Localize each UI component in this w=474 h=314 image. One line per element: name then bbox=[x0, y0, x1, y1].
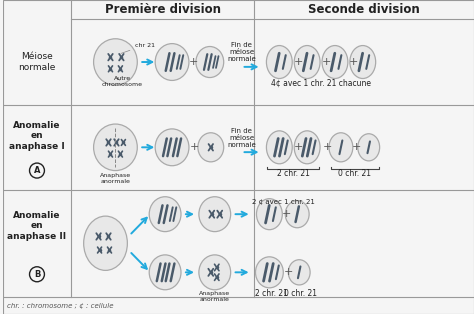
Ellipse shape bbox=[329, 133, 353, 162]
Text: chr 21: chr 21 bbox=[121, 42, 155, 53]
Ellipse shape bbox=[322, 46, 348, 78]
Text: Anomalie
en
anaphase I: Anomalie en anaphase I bbox=[9, 121, 65, 151]
Text: +: + bbox=[349, 57, 358, 67]
Text: B: B bbox=[34, 270, 40, 279]
Text: Première division: Première division bbox=[105, 3, 220, 16]
Ellipse shape bbox=[196, 46, 224, 78]
Text: Seconde division: Seconde division bbox=[309, 3, 420, 16]
Ellipse shape bbox=[256, 199, 283, 230]
Ellipse shape bbox=[294, 131, 320, 164]
Ellipse shape bbox=[93, 124, 137, 171]
Text: Autre
chromosome: Autre chromosome bbox=[101, 76, 143, 87]
Ellipse shape bbox=[199, 255, 231, 290]
Ellipse shape bbox=[199, 197, 231, 232]
Ellipse shape bbox=[155, 129, 189, 166]
Ellipse shape bbox=[149, 197, 181, 232]
Ellipse shape bbox=[255, 257, 283, 288]
Text: 2 chr. 21: 2 chr. 21 bbox=[277, 169, 310, 178]
Ellipse shape bbox=[93, 39, 137, 85]
Text: 4¢ avec 1 chr. 21 chacune: 4¢ avec 1 chr. 21 chacune bbox=[271, 79, 371, 88]
Text: 0 chr. 21: 0 chr. 21 bbox=[283, 289, 317, 298]
Ellipse shape bbox=[358, 134, 380, 161]
Text: +: + bbox=[282, 209, 291, 219]
Ellipse shape bbox=[350, 46, 376, 78]
Text: 0 chr. 21: 0 chr. 21 bbox=[338, 169, 371, 178]
Text: 2 ¢ avec 1 chr. 21: 2 ¢ avec 1 chr. 21 bbox=[252, 198, 315, 205]
Text: Anaphase
anormale: Anaphase anormale bbox=[100, 173, 131, 184]
Text: Anaphase
anormale: Anaphase anormale bbox=[199, 291, 230, 302]
Text: +: + bbox=[293, 142, 303, 152]
Text: +: + bbox=[283, 267, 293, 277]
Ellipse shape bbox=[149, 255, 181, 290]
Ellipse shape bbox=[266, 46, 292, 78]
Text: +: + bbox=[322, 142, 332, 152]
Ellipse shape bbox=[288, 260, 310, 285]
Text: 2 chr. 21: 2 chr. 21 bbox=[255, 289, 288, 298]
Text: Fin de
méiose
normale: Fin de méiose normale bbox=[227, 42, 256, 62]
Text: Fin de
méiose
normale: Fin de méiose normale bbox=[227, 127, 256, 148]
Text: Méiose
normale: Méiose normale bbox=[18, 52, 55, 72]
Ellipse shape bbox=[84, 216, 128, 270]
Ellipse shape bbox=[294, 46, 320, 78]
Text: Anomalie
en
anaphase II: Anomalie en anaphase II bbox=[8, 211, 66, 241]
Ellipse shape bbox=[266, 131, 292, 164]
Text: A: A bbox=[34, 166, 40, 175]
Ellipse shape bbox=[198, 133, 224, 162]
Ellipse shape bbox=[285, 201, 309, 228]
Text: chr. : chromosome ; ¢ : cellule: chr. : chromosome ; ¢ : cellule bbox=[7, 303, 114, 309]
Text: +: + bbox=[321, 57, 331, 67]
Ellipse shape bbox=[155, 44, 189, 80]
Text: +: + bbox=[189, 57, 199, 67]
Text: +: + bbox=[293, 57, 303, 67]
Text: +: + bbox=[352, 142, 362, 152]
Text: +: + bbox=[190, 142, 200, 152]
